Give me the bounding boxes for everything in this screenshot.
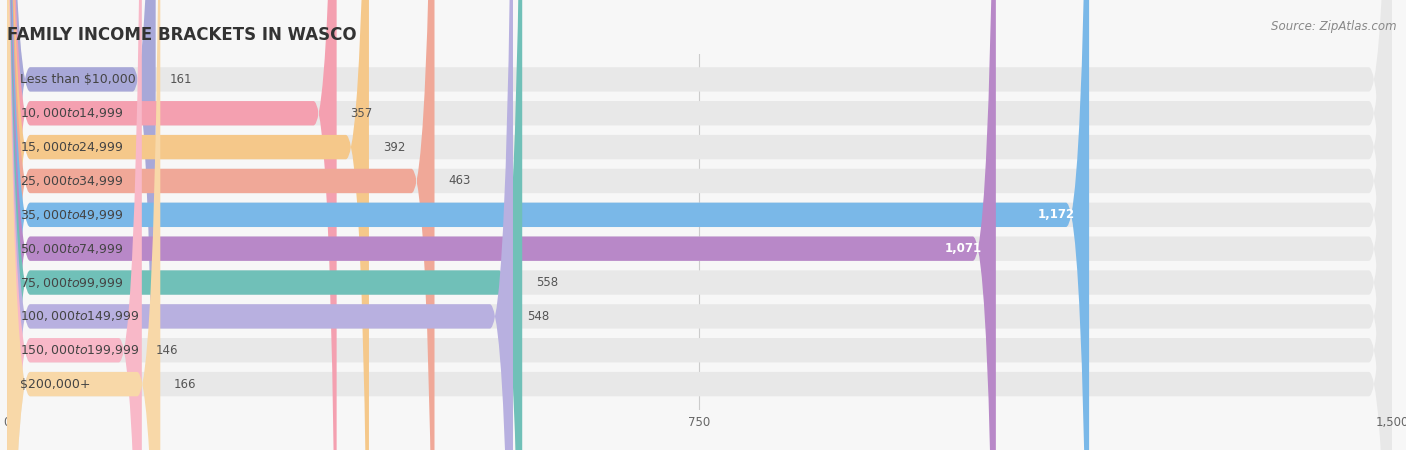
- FancyBboxPatch shape: [7, 0, 522, 450]
- FancyBboxPatch shape: [7, 0, 1392, 450]
- Text: $150,000 to $199,999: $150,000 to $199,999: [20, 343, 139, 357]
- Text: 166: 166: [174, 378, 197, 391]
- FancyBboxPatch shape: [7, 0, 336, 450]
- Text: 558: 558: [536, 276, 558, 289]
- FancyBboxPatch shape: [7, 0, 368, 450]
- FancyBboxPatch shape: [7, 0, 156, 450]
- FancyBboxPatch shape: [7, 0, 434, 450]
- FancyBboxPatch shape: [7, 0, 160, 450]
- FancyBboxPatch shape: [7, 0, 1392, 450]
- Text: 1,172: 1,172: [1038, 208, 1076, 221]
- FancyBboxPatch shape: [7, 0, 513, 450]
- FancyBboxPatch shape: [7, 0, 1392, 450]
- Text: 161: 161: [170, 73, 193, 86]
- FancyBboxPatch shape: [7, 0, 1392, 450]
- Text: $10,000 to $14,999: $10,000 to $14,999: [20, 106, 124, 120]
- Text: 357: 357: [350, 107, 373, 120]
- Text: $75,000 to $99,999: $75,000 to $99,999: [20, 275, 124, 289]
- FancyBboxPatch shape: [7, 0, 1392, 450]
- Text: 463: 463: [449, 175, 471, 188]
- Text: $35,000 to $49,999: $35,000 to $49,999: [20, 208, 124, 222]
- FancyBboxPatch shape: [7, 0, 1392, 450]
- Text: 548: 548: [527, 310, 550, 323]
- Text: Less than $10,000: Less than $10,000: [20, 73, 136, 86]
- Text: $50,000 to $74,999: $50,000 to $74,999: [20, 242, 124, 256]
- Text: 146: 146: [156, 344, 179, 357]
- Text: $100,000 to $149,999: $100,000 to $149,999: [20, 310, 139, 324]
- Text: Source: ZipAtlas.com: Source: ZipAtlas.com: [1271, 20, 1396, 33]
- FancyBboxPatch shape: [7, 0, 1392, 450]
- FancyBboxPatch shape: [7, 0, 1392, 450]
- FancyBboxPatch shape: [7, 0, 1392, 450]
- FancyBboxPatch shape: [7, 0, 142, 450]
- Text: FAMILY INCOME BRACKETS IN WASCO: FAMILY INCOME BRACKETS IN WASCO: [7, 26, 357, 44]
- Text: $25,000 to $34,999: $25,000 to $34,999: [20, 174, 124, 188]
- Text: $15,000 to $24,999: $15,000 to $24,999: [20, 140, 124, 154]
- FancyBboxPatch shape: [7, 0, 995, 450]
- FancyBboxPatch shape: [7, 0, 1090, 450]
- FancyBboxPatch shape: [7, 0, 1392, 450]
- Text: 392: 392: [382, 140, 405, 153]
- Text: $200,000+: $200,000+: [20, 378, 90, 391]
- Text: 1,071: 1,071: [945, 242, 981, 255]
